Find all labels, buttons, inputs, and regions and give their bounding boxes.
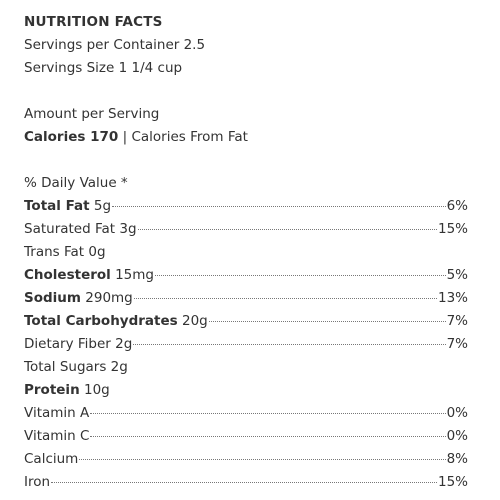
nutrient-row: Protein 10g <box>24 379 468 402</box>
nutrient-row: Vitamin C 0% <box>24 425 468 448</box>
nutrient-row: Dietary Fiber 2g 7% <box>24 333 468 356</box>
nutrient-amount: 5g <box>93 198 112 214</box>
nutrient-label: Vitamin A <box>24 405 90 421</box>
daily-value: 6% <box>446 198 468 214</box>
separator: | <box>122 129 128 145</box>
serving-size: Servings Size 1 1/4 cup <box>24 60 183 76</box>
nutrient-label: Vitamin C <box>24 428 90 444</box>
nutrient-row: Saturated Fat 3g 15% <box>24 218 468 241</box>
leader <box>90 413 446 414</box>
nutrient-label: Total Fat <box>24 198 90 214</box>
daily-value: 7% <box>446 313 468 329</box>
nutrient-label: Iron <box>24 474 51 490</box>
nutrient-row: Calcium 8% <box>24 448 468 471</box>
calories: Calories 170 <box>24 129 119 145</box>
leader <box>133 298 437 299</box>
nutrient-amount: 290mg <box>85 290 133 306</box>
calories-row: Calories 170 | Calories From Fat <box>24 126 468 149</box>
nutrient-amount: 3g <box>119 221 137 237</box>
leader <box>79 459 446 460</box>
daily-value: 13% <box>437 290 468 306</box>
daily-value: 0% <box>446 405 468 421</box>
daily-value-header: % Daily Value * <box>24 175 128 191</box>
nutrient-amount: 2g <box>110 359 128 375</box>
leader <box>51 482 437 483</box>
nutrient-label: Protein <box>24 382 80 398</box>
servings-per-container: Servings per Container 2.5 <box>24 37 206 53</box>
nutrient-row: Total Fat 5g 6% <box>24 195 468 218</box>
daily-value: 7% <box>446 336 468 352</box>
title: NUTRITION FACTS <box>24 14 163 30</box>
nutrient-label: Sodium <box>24 290 81 306</box>
nutrient-row: Total Sugars 2g <box>24 356 468 379</box>
nutrient-label: Calcium <box>24 451 79 467</box>
daily-value: 15% <box>437 474 468 490</box>
nutrient-row: Vitamin A 0% <box>24 402 468 425</box>
leader <box>90 436 446 437</box>
leader <box>133 344 446 345</box>
nutrient-label: Trans Fat <box>24 244 85 260</box>
amount-per-serving: Amount per Serving <box>24 106 160 122</box>
daily-value: 0% <box>446 428 468 444</box>
nutrient-row: Iron 15% <box>24 471 468 494</box>
leader <box>154 275 446 276</box>
nutrient-label: Dietary Fiber <box>24 336 111 352</box>
nutrient-amount: 15mg <box>115 267 154 283</box>
daily-value: 15% <box>437 221 468 237</box>
nutrient-label: Total Sugars <box>24 359 107 375</box>
nutrient-row: Trans Fat 0g <box>24 241 468 264</box>
nutrient-rows: Total Fat 5g 6% Saturated Fat 3g 15% Trans F… <box>24 195 468 494</box>
nutrient-row: Total Carbohydrates 20g 7% <box>24 310 468 333</box>
daily-value: 8% <box>446 451 468 467</box>
leader <box>137 229 437 230</box>
nutrient-amount: 20g <box>181 313 208 329</box>
nutrient-row: Cholesterol 15mg 5% <box>24 264 468 287</box>
leader <box>208 321 446 322</box>
calories-from-fat: Calories From Fat <box>131 129 248 145</box>
nutrient-amount: 2g <box>115 336 133 352</box>
nutrient-label: Total Carbohydrates <box>24 313 178 329</box>
nutrient-label: Cholesterol <box>24 267 111 283</box>
daily-value: 5% <box>446 267 468 283</box>
nutrition-label: NUTRITION FACTS Servings per Container 2… <box>24 11 468 494</box>
leader <box>112 206 446 207</box>
nutrient-label: Saturated Fat <box>24 221 116 237</box>
nutrient-amount: 0g <box>88 244 106 260</box>
nutrient-amount: 10g <box>83 382 110 398</box>
nutrient-row: Sodium 290mg 13% <box>24 287 468 310</box>
